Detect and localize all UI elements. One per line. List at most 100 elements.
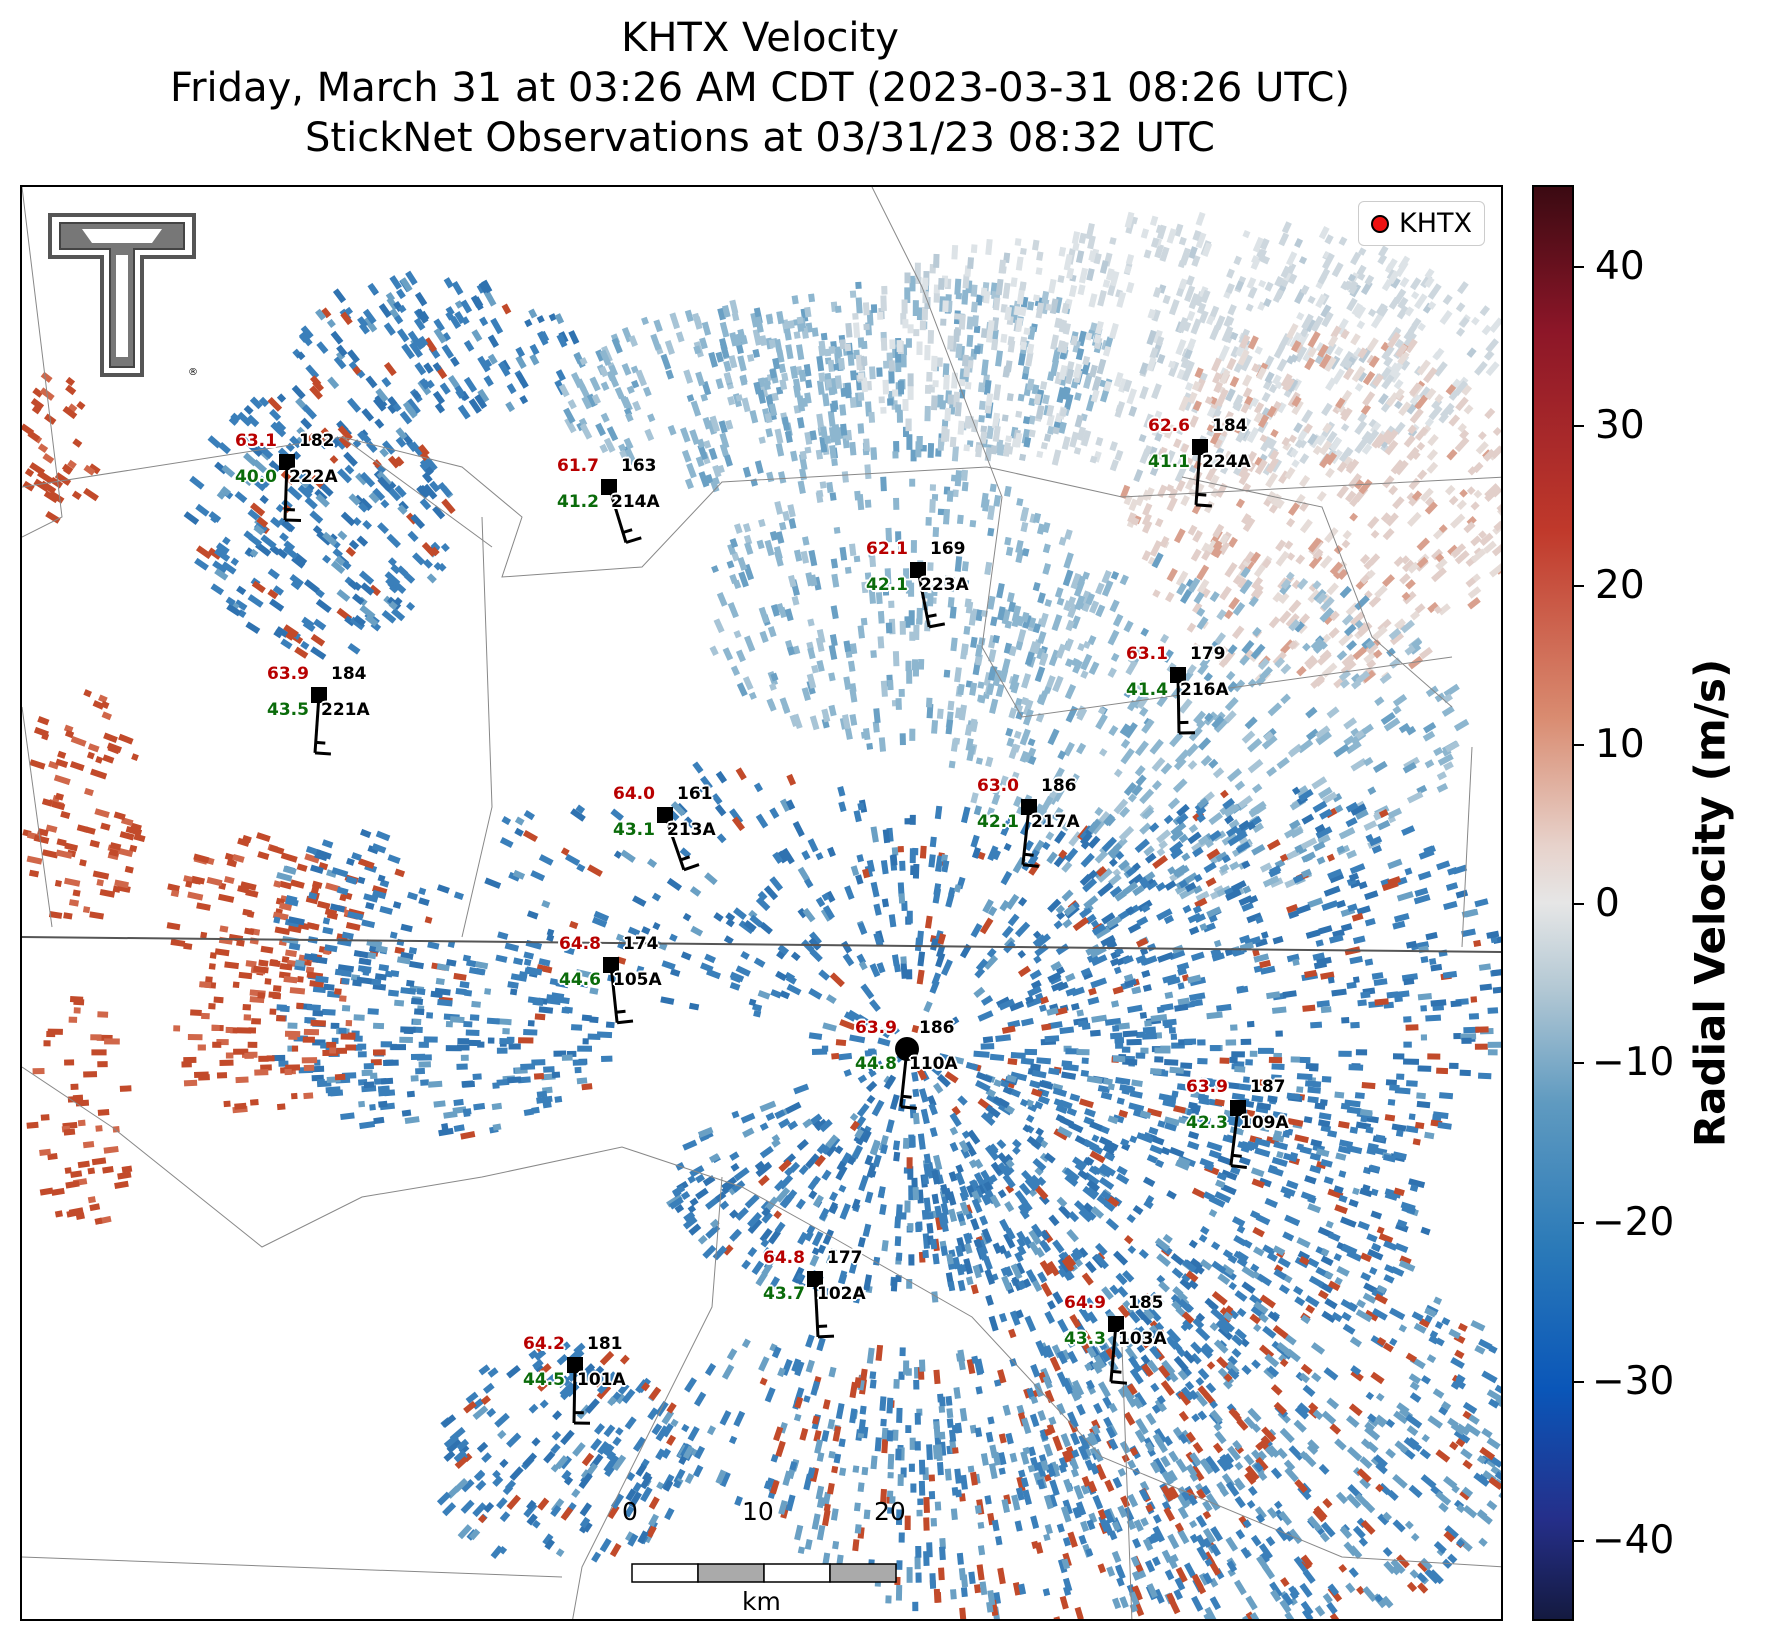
velocity-gate — [1170, 821, 1187, 837]
velocity-gate — [1084, 332, 1093, 341]
velocity-gate — [1159, 246, 1170, 262]
velocity-gate — [1245, 1059, 1253, 1066]
velocity-gate — [1023, 327, 1031, 336]
velocity-gate — [1445, 406, 1455, 416]
velocity-gate — [377, 1085, 390, 1093]
velocity-gate — [1165, 591, 1175, 603]
velocity-gate — [1209, 324, 1221, 341]
velocity-gate — [1481, 1370, 1498, 1384]
velocity-gate — [1164, 1116, 1180, 1127]
velocity-gate — [756, 539, 765, 550]
velocity-gate — [1259, 407, 1271, 422]
velocity-gate — [357, 965, 372, 973]
velocity-gate — [907, 1223, 914, 1232]
velocity-gate — [731, 1180, 746, 1193]
velocity-gate — [1289, 448, 1299, 458]
velocity-gate — [764, 412, 773, 424]
velocity-gate — [687, 1175, 696, 1184]
velocity-gate — [429, 480, 441, 493]
velocity-gate — [1168, 299, 1180, 316]
velocity-gate — [893, 441, 900, 453]
velocity-gate — [987, 906, 998, 917]
velocity-gate — [754, 316, 764, 333]
velocity-gate — [1354, 305, 1367, 319]
map-panel[interactable]: ® KHTX 63.1 182 40.0 222A 61.7 163 41.2 214A 62.… — [20, 185, 1503, 1621]
velocity-gate — [276, 393, 287, 403]
velocity-gate — [1093, 333, 1102, 344]
velocity-gate — [1078, 267, 1089, 284]
velocity-gate — [1457, 281, 1469, 295]
velocity-gate — [1124, 1234, 1134, 1245]
velocity-gate — [1483, 540, 1497, 554]
velocity-gate — [922, 1249, 929, 1259]
velocity-gate — [1410, 1532, 1420, 1542]
velocity-gate — [398, 304, 407, 314]
velocity-field — [22, 211, 1501, 1619]
velocity-gate — [414, 362, 427, 376]
velocity-gate — [1178, 395, 1190, 412]
velocity-gate — [1389, 657, 1402, 669]
velocity-gate — [1188, 246, 1198, 260]
velocity-gate — [1370, 529, 1380, 539]
velocity-gate — [1080, 840, 1091, 850]
velocity-gate — [842, 438, 850, 449]
velocity-gate — [951, 1105, 961, 1116]
velocity-gate — [954, 556, 963, 572]
velocity-gate — [1234, 1290, 1248, 1302]
velocity-gate — [1160, 1146, 1171, 1156]
velocity-gate — [1338, 1050, 1352, 1057]
velocity-gate — [1003, 842, 1012, 852]
velocity-gate — [733, 333, 742, 347]
velocity-gate — [577, 1045, 593, 1052]
velocity-gate — [1022, 709, 1034, 726]
velocity-gate — [878, 396, 885, 404]
velocity-gate — [1081, 1057, 1089, 1064]
velocity-gate — [328, 533, 338, 543]
velocity-gate — [1404, 306, 1415, 317]
velocity-gate — [1406, 511, 1422, 527]
velocity-gate — [312, 525, 323, 535]
velocity-gate — [811, 1231, 824, 1247]
velocity-gate — [829, 492, 837, 501]
velocity-gate — [985, 238, 993, 256]
velocity-gate — [1486, 1437, 1501, 1450]
velocity-gate — [267, 588, 279, 600]
velocity-gate — [1186, 275, 1195, 286]
velocity-gate — [1278, 592, 1290, 605]
velocity-gate — [1461, 928, 1476, 938]
velocity-gate — [1191, 999, 1204, 1007]
velocity-gate — [570, 1024, 583, 1031]
velocity-gate — [1434, 692, 1446, 703]
velocity-gate — [1166, 1190, 1177, 1200]
velocity-gate — [1349, 1126, 1359, 1134]
velocity-gate — [1384, 439, 1399, 456]
velocity-gate — [344, 615, 356, 627]
velocity-gate — [744, 635, 756, 652]
velocity-gate — [1074, 392, 1082, 401]
velocity-gate — [853, 322, 861, 338]
velocity-gate — [1007, 814, 1016, 824]
velocity-gate — [1301, 813, 1315, 825]
velocity-gate — [581, 1083, 593, 1091]
velocity-gate — [1023, 436, 1032, 448]
velocity-gate — [1357, 999, 1367, 1007]
velocity-gate — [1411, 450, 1421, 461]
velocity-gate — [802, 907, 816, 923]
velocity-gate — [1443, 683, 1460, 698]
velocity-gate — [1462, 1504, 1478, 1519]
velocity-gate — [844, 885, 855, 900]
velocity-gate — [957, 420, 965, 435]
velocity-gate — [1304, 1080, 1322, 1088]
velocity-gate — [626, 385, 635, 394]
velocity-gate — [1291, 459, 1300, 468]
velocity-gate — [418, 484, 428, 494]
velocity-gate — [1237, 349, 1250, 366]
velocity-gate — [870, 304, 878, 314]
velocity-gate — [898, 688, 905, 697]
velocity-gate — [857, 392, 865, 401]
velocity-gate — [1211, 715, 1225, 729]
velocity-gate — [1285, 613, 1300, 628]
velocity-gate — [776, 1252, 787, 1263]
velocity-gate — [893, 1151, 901, 1162]
velocity-gate — [904, 272, 911, 284]
